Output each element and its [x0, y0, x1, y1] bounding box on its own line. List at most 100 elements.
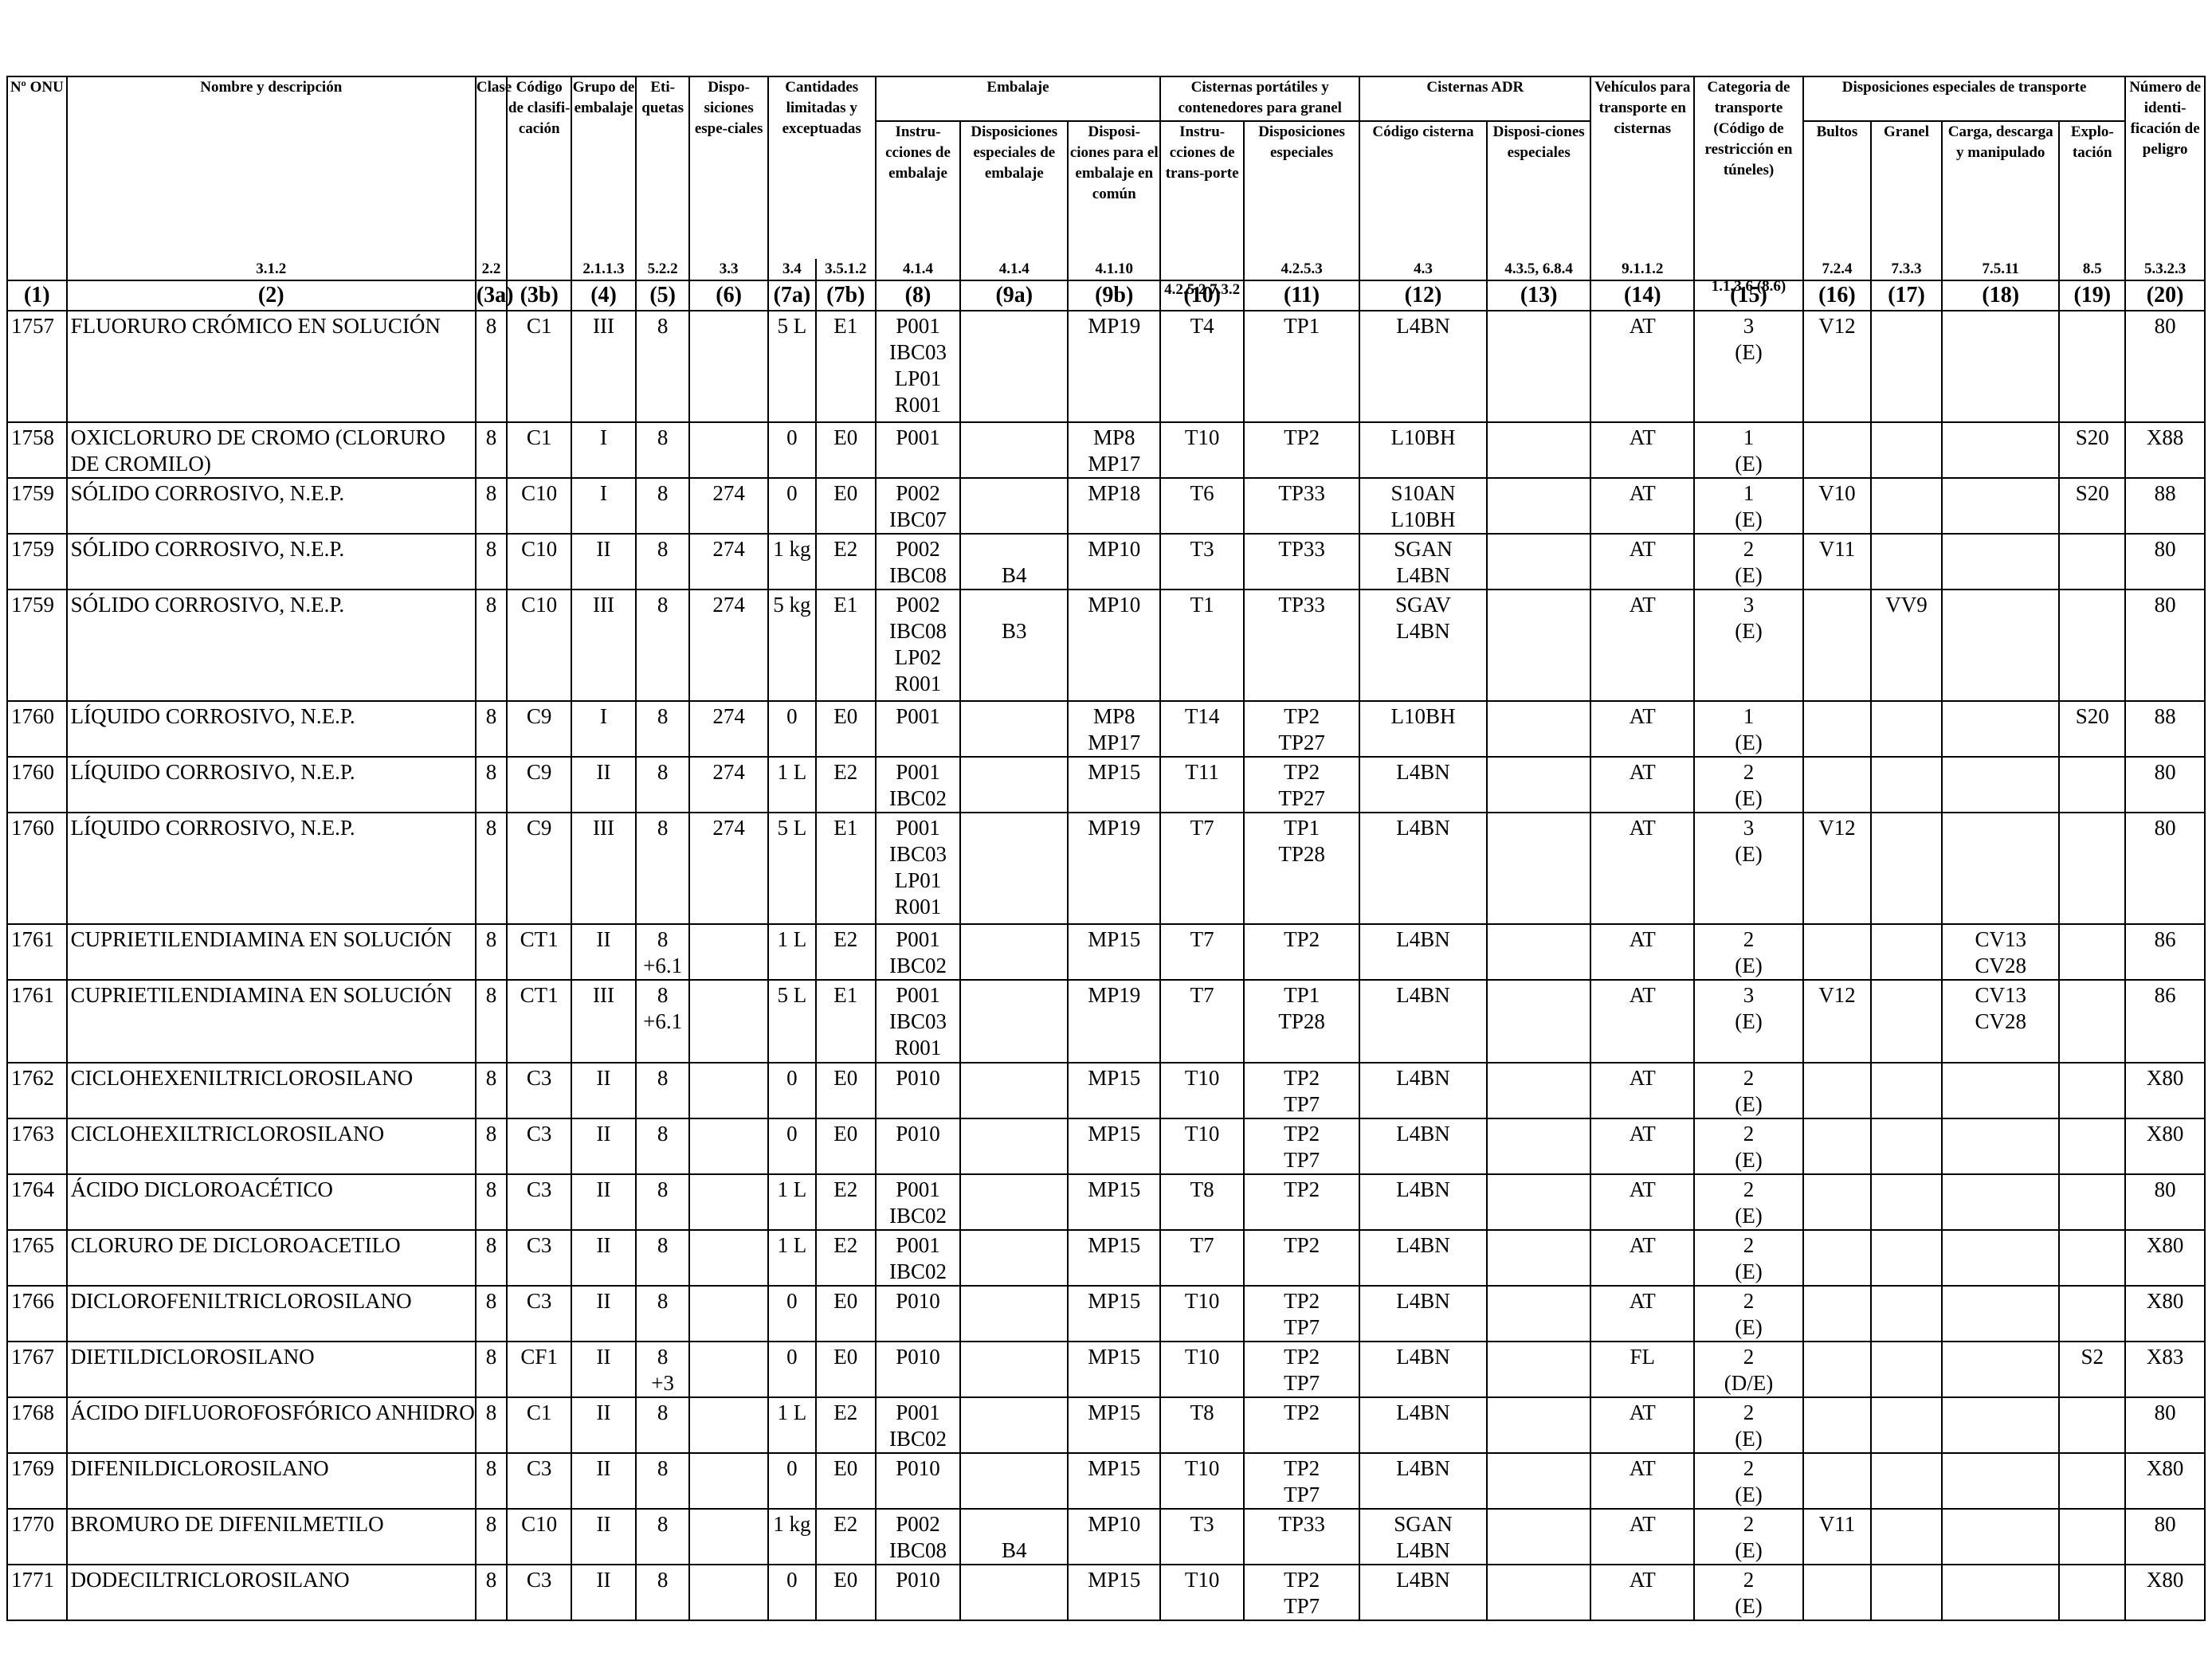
classification-code: CT1	[506, 979, 573, 1063]
transport-category-line: (E)	[1735, 619, 1763, 643]
packing-instructions: P010	[874, 1341, 962, 1398]
un-number: 1759	[6, 477, 68, 535]
tank-code: L4BN	[1359, 979, 1488, 1063]
tank-special-provisions	[1485, 1452, 1592, 1510]
classification-code: C3	[506, 1285, 573, 1342]
packing-group: II	[571, 756, 637, 813]
portable-tank-provisions-line: TP27	[1278, 731, 1325, 754]
packing-instructions-line: P010	[896, 1456, 940, 1480]
loading-handling	[1941, 1229, 2061, 1287]
transport-category: 2 (E)	[1693, 1229, 1804, 1287]
loading-handling	[1941, 1062, 2061, 1119]
limited-quantity-value: 1 kg	[773, 537, 811, 561]
portable-tank-instructions: T8	[1159, 1173, 1245, 1231]
document-page: Nº ONU Nombre y descripción 3.1.2 Clase 2.…	[6, 76, 2206, 1621]
limited-quantity-value: 1 L	[777, 760, 807, 784]
header-granel: Granel 7.3.3	[1869, 120, 1943, 281]
packing-group: II	[571, 533, 637, 590]
labels-line: 8	[657, 704, 669, 728]
mixed-packing-provisions: MP15	[1067, 756, 1162, 813]
portable-tank-instructions: T6	[1159, 477, 1245, 535]
packing-instructions-line: P001	[896, 1400, 940, 1424]
table-row: 1761 CUPRIETILENDIAMINA EN SOLUCIÓN 8 CT1 II…	[6, 923, 2206, 981]
substance-name-value: DIETILDICLOROSILANO	[70, 1345, 315, 1369]
carriage-bulk-value: VV9	[1885, 593, 1928, 617]
packing-instructions-line: LP01	[894, 366, 942, 390]
transport-category-line: (E)	[1735, 1259, 1763, 1283]
portable-tank-provisions-line: TP2	[1284, 704, 1320, 728]
labels: 8	[634, 700, 691, 758]
packing-group: II	[571, 1118, 637, 1175]
excepted-quantity-value: E0	[833, 1345, 858, 1369]
hazard-number-value: X80	[2146, 1456, 2184, 1480]
packing-instructions-line: LP01	[894, 868, 942, 892]
classification-code-value: CT1	[520, 927, 559, 951]
ref-10: 4.2.5.2 7.3.2	[1164, 281, 1241, 298]
portable-tank-provisions-line: TP2	[1284, 1122, 1320, 1146]
tank-vehicle: AT	[1590, 1173, 1696, 1231]
portable-tank-provisions-line: TP1	[1284, 314, 1320, 338]
hazard-number: 80	[2124, 1396, 2206, 1454]
packing-group-value: II	[596, 1568, 611, 1592]
labels-line: 8	[657, 1289, 669, 1313]
special-packing-provisions: B4	[959, 1508, 1069, 1565]
mixed-packing-provisions: MP15	[1067, 923, 1162, 981]
transport-category-line: 2	[1743, 1122, 1755, 1146]
class-value: 8	[485, 1289, 497, 1313]
tank-code-line: SGAV	[1394, 593, 1452, 617]
tank-vehicle: AT	[1590, 477, 1696, 535]
hazard-number: X80	[2124, 1452, 2206, 1510]
special-provisions-value: 274	[712, 704, 745, 728]
carriage-bulk	[1869, 1341, 1943, 1398]
mixed-packing-provisions-line: MP17	[1088, 731, 1141, 754]
substance-name-value: CICLOHEXILTRICLOROSILANO	[70, 1122, 385, 1146]
loading-handling	[1941, 1285, 2061, 1342]
substance-name-value: BROMURO DE DIFENILMETILO	[70, 1512, 384, 1536]
packing-group: II	[571, 1564, 637, 1621]
substance-name-value: FLUORURO CRÓMICO EN SOLUCIÓN	[70, 314, 441, 338]
table-row: 1760 LÍQUIDO CORROSIVO, N.E.P. 8 C9 I 8 274 0 E0…	[6, 700, 2206, 758]
carriage-packages	[1802, 1564, 1872, 1621]
un-number-value: 1758	[11, 425, 54, 449]
un-number-value: 1764	[11, 1177, 54, 1201]
un-number-value: 1760	[11, 816, 54, 840]
portable-tank-instructions-value: T10	[1184, 1066, 1220, 1090]
substance-name: ÁCIDO DICLOROACÉTICO	[65, 1173, 477, 1231]
portable-tank-provisions: TP2 TP7	[1242, 1062, 1361, 1119]
operation	[2058, 1229, 2127, 1287]
labels: 8 +3	[634, 1341, 691, 1398]
transport-category-line: (E)	[1735, 1092, 1763, 1116]
column-number: (2)	[65, 280, 477, 311]
tank-vehicle: AT	[1590, 812, 1696, 925]
packing-group-value: III	[593, 816, 615, 840]
loading-handling	[1941, 812, 2061, 925]
classification-code-value: C10	[521, 1512, 558, 1536]
special-packing-provisions-value: B4	[1002, 563, 1027, 587]
tank-code: L4BN	[1359, 1062, 1488, 1119]
portable-tank-provisions-line: TP7	[1284, 1483, 1320, 1506]
class-value: 8	[485, 1568, 497, 1592]
limited-quantity-value: 0	[786, 1289, 798, 1313]
header-codigo-cisterna: Código cisterna 4.3	[1359, 120, 1488, 281]
excepted-quantity: E1	[814, 589, 877, 702]
portable-tank-instructions: T7	[1159, 979, 1245, 1063]
excepted-quantity-value: E2	[833, 927, 858, 951]
loading-handling: CV13 CV28	[1941, 923, 2061, 981]
limited-quantity-value: 1 kg	[773, 1512, 811, 1536]
class-value: 8	[485, 1456, 497, 1480]
loading-handling	[1941, 1452, 2061, 1510]
portable-tank-instructions: T10	[1159, 1062, 1245, 1119]
mixed-packing-provisions-line: MP15	[1088, 1345, 1141, 1369]
portable-tank-provisions-line: TP1	[1284, 983, 1320, 1007]
portable-tank-provisions-line: TP2	[1284, 1066, 1320, 1090]
transport-category-line: 2	[1743, 760, 1755, 784]
tank-vehicle: AT	[1590, 1564, 1696, 1621]
packing-group-value: II	[596, 537, 611, 561]
tank-special-provisions	[1485, 1118, 1592, 1175]
hazard-number: 80	[2124, 756, 2206, 813]
un-number: 1764	[6, 1173, 68, 1231]
tank-vehicle-value: AT	[1629, 1456, 1656, 1480]
column-number: (7b)	[814, 280, 877, 311]
packing-group-value: III	[593, 593, 615, 617]
loading-handling	[1941, 533, 2061, 590]
